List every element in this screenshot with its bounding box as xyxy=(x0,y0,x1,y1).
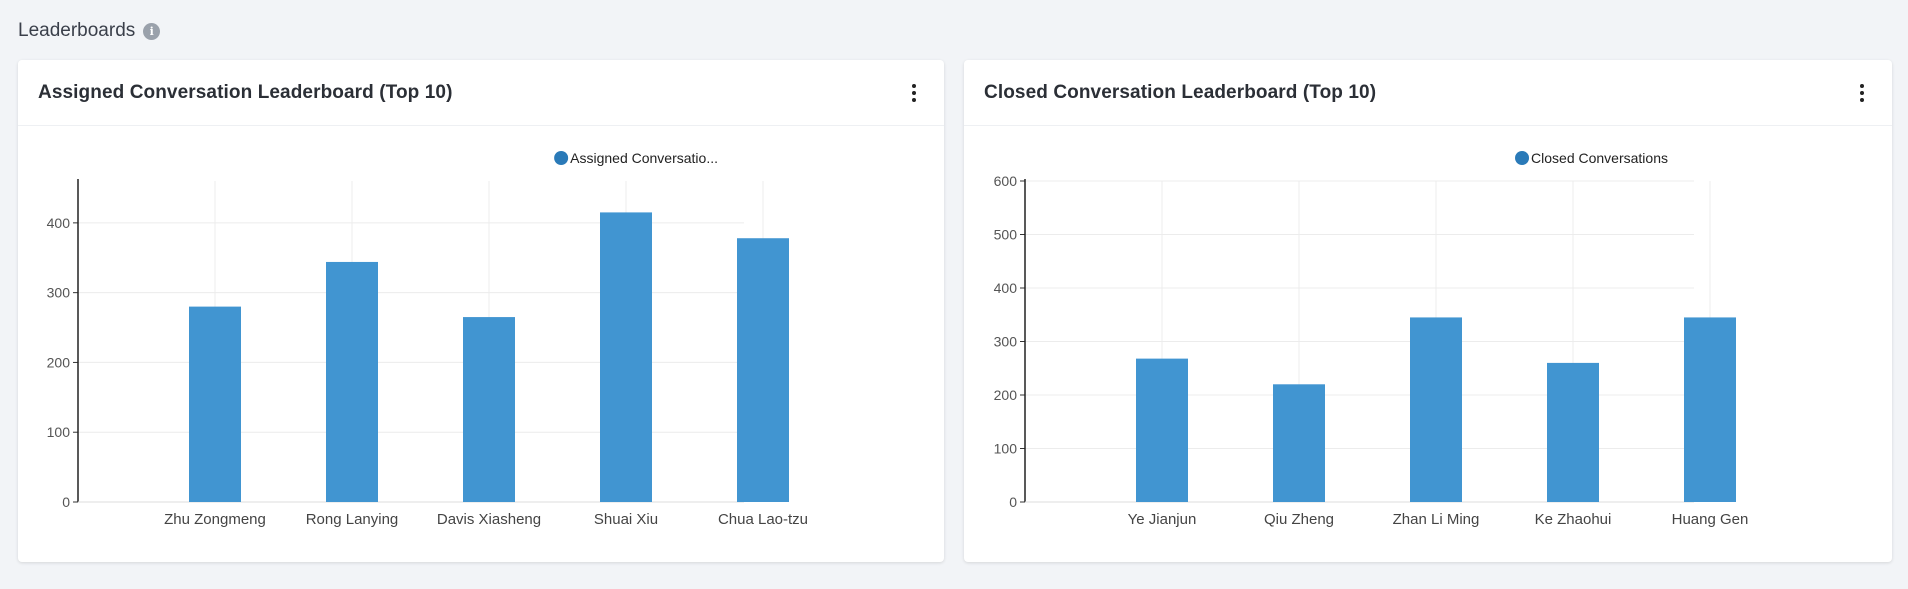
y-tick-label: 300 xyxy=(47,285,71,301)
x-tick-label: Ye Jianjun xyxy=(1128,511,1197,528)
card-title: Closed Conversation Leaderboard (Top 10) xyxy=(984,81,1377,103)
y-tick-label: 400 xyxy=(994,280,1018,296)
legend-label: Assigned Conversatio... xyxy=(570,150,718,166)
section-title: Leaderboards xyxy=(18,20,136,41)
closed-bar-chart: 0 100 200 300 400 500 600 Ye Jianjun Qiu Zheng Zh… xyxy=(994,150,1749,528)
legend-swatch xyxy=(1515,151,1530,165)
info-icon[interactable]: i xyxy=(143,22,161,40)
y-tick-label: 200 xyxy=(47,354,71,370)
y-tick-label: 300 xyxy=(994,334,1018,350)
assigned-leaderboard-card: Assigned Conversation Leaderboard (Top 1… xyxy=(18,60,944,562)
bar[interactable] xyxy=(463,317,515,502)
legend[interactable]: Closed Conversations xyxy=(1515,150,1668,166)
legend-swatch xyxy=(554,151,569,165)
y-tick-label: 100 xyxy=(47,424,71,440)
bar[interactable] xyxy=(1136,358,1188,502)
y-tick-label: 100 xyxy=(994,441,1018,457)
card-title: Assigned Conversation Leaderboard (Top 1… xyxy=(38,81,453,103)
y-tick-label: 600 xyxy=(994,173,1018,189)
x-tick-label: Davis Xiasheng xyxy=(437,511,541,528)
y-tick-label: 0 xyxy=(1009,494,1017,510)
bar[interactable] xyxy=(1410,317,1462,502)
closed-leaderboard-card: Closed Conversation Leaderboard (Top 10)… xyxy=(964,60,1892,562)
x-tick-label: Rong Lanying xyxy=(306,511,399,528)
legend[interactable]: Assigned Conversatio... xyxy=(554,150,718,166)
section-header: Leaderboards i xyxy=(18,20,161,42)
legend-label: Closed Conversations xyxy=(1531,150,1668,166)
x-tick-label: Zhu Zongmeng xyxy=(164,511,266,528)
bar[interactable] xyxy=(1547,362,1599,502)
x-tick-label: Huang Gen xyxy=(1672,511,1749,528)
y-tick-label: 500 xyxy=(994,227,1018,243)
y-tick-label: 200 xyxy=(994,387,1018,403)
y-tick-label: 0 xyxy=(62,494,70,510)
bar[interactable] xyxy=(189,306,241,502)
bar[interactable] xyxy=(1684,317,1736,502)
card-header: Closed Conversation Leaderboard (Top 10) xyxy=(964,60,1892,126)
bar[interactable] xyxy=(326,261,378,502)
kebab-menu-icon[interactable] xyxy=(904,81,924,105)
assigned-bar-chart: 0 100 200 300 400 Zhu Zongmeng Rong Lanying Dav… xyxy=(47,150,808,528)
kebab-menu-icon[interactable] xyxy=(1852,81,1872,105)
bar[interactable] xyxy=(737,238,789,502)
x-tick-label: Zhan Li Ming xyxy=(1393,511,1480,528)
bar[interactable] xyxy=(1273,384,1325,502)
card-header: Assigned Conversation Leaderboard (Top 1… xyxy=(18,60,944,126)
x-tick-label: Chua Lao-tzu xyxy=(718,511,808,528)
bar[interactable] xyxy=(600,212,652,503)
y-tick-label: 400 xyxy=(47,215,71,231)
x-tick-label: Ke Zhaohui xyxy=(1535,511,1612,528)
x-tick-label: Qiu Zheng xyxy=(1264,511,1334,528)
x-tick-label: Shuai Xiu xyxy=(594,511,658,528)
